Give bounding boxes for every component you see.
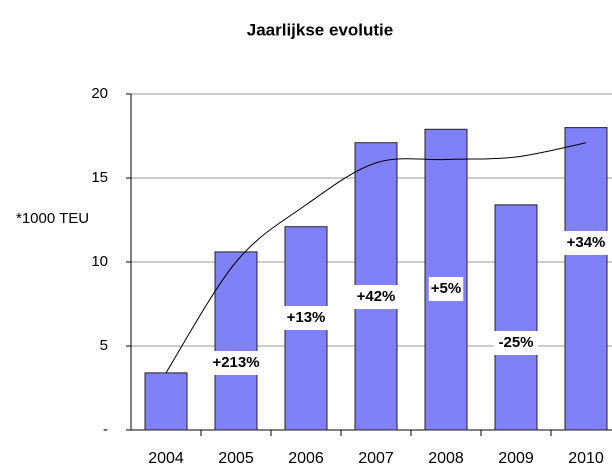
bar bbox=[564, 127, 608, 431]
bar bbox=[494, 204, 538, 431]
x-tick-label: 2006 bbox=[288, 450, 324, 466]
x-tick-label: 2009 bbox=[498, 450, 534, 466]
chart-title: Jaarlijkse evolutie bbox=[247, 20, 393, 39]
x-tick-label: 2004 bbox=[148, 450, 184, 466]
label-box bbox=[494, 331, 538, 355]
label-box bbox=[428, 277, 464, 301]
x-tick-label: 2010 bbox=[568, 450, 604, 466]
x-tick-label: 2008 bbox=[428, 450, 464, 466]
growth-label: +13% bbox=[287, 309, 326, 326]
growth-label: +42% bbox=[357, 288, 396, 305]
label-box bbox=[354, 285, 398, 309]
bar bbox=[144, 372, 188, 431]
x-tick-label: 2005 bbox=[218, 450, 254, 466]
y-axis-label: *1000 TEU bbox=[16, 210, 89, 227]
bar bbox=[214, 251, 258, 431]
growth-label: +34% bbox=[567, 234, 606, 251]
growth-label: +5% bbox=[431, 280, 461, 297]
y-tick-label: 15 bbox=[91, 169, 108, 186]
growth-label: -25% bbox=[498, 334, 533, 351]
trend-line bbox=[165, 142, 587, 374]
y-tick-label: - bbox=[103, 421, 108, 438]
label-box bbox=[564, 231, 608, 255]
label-box bbox=[209, 351, 263, 375]
x-tick-label: 2007 bbox=[358, 450, 394, 466]
y-tick-label: 10 bbox=[91, 253, 108, 270]
growth-label: +213% bbox=[212, 354, 259, 371]
y-tick-label: 20 bbox=[91, 85, 108, 102]
label-box bbox=[284, 306, 328, 330]
y-tick-label: 5 bbox=[100, 337, 108, 354]
